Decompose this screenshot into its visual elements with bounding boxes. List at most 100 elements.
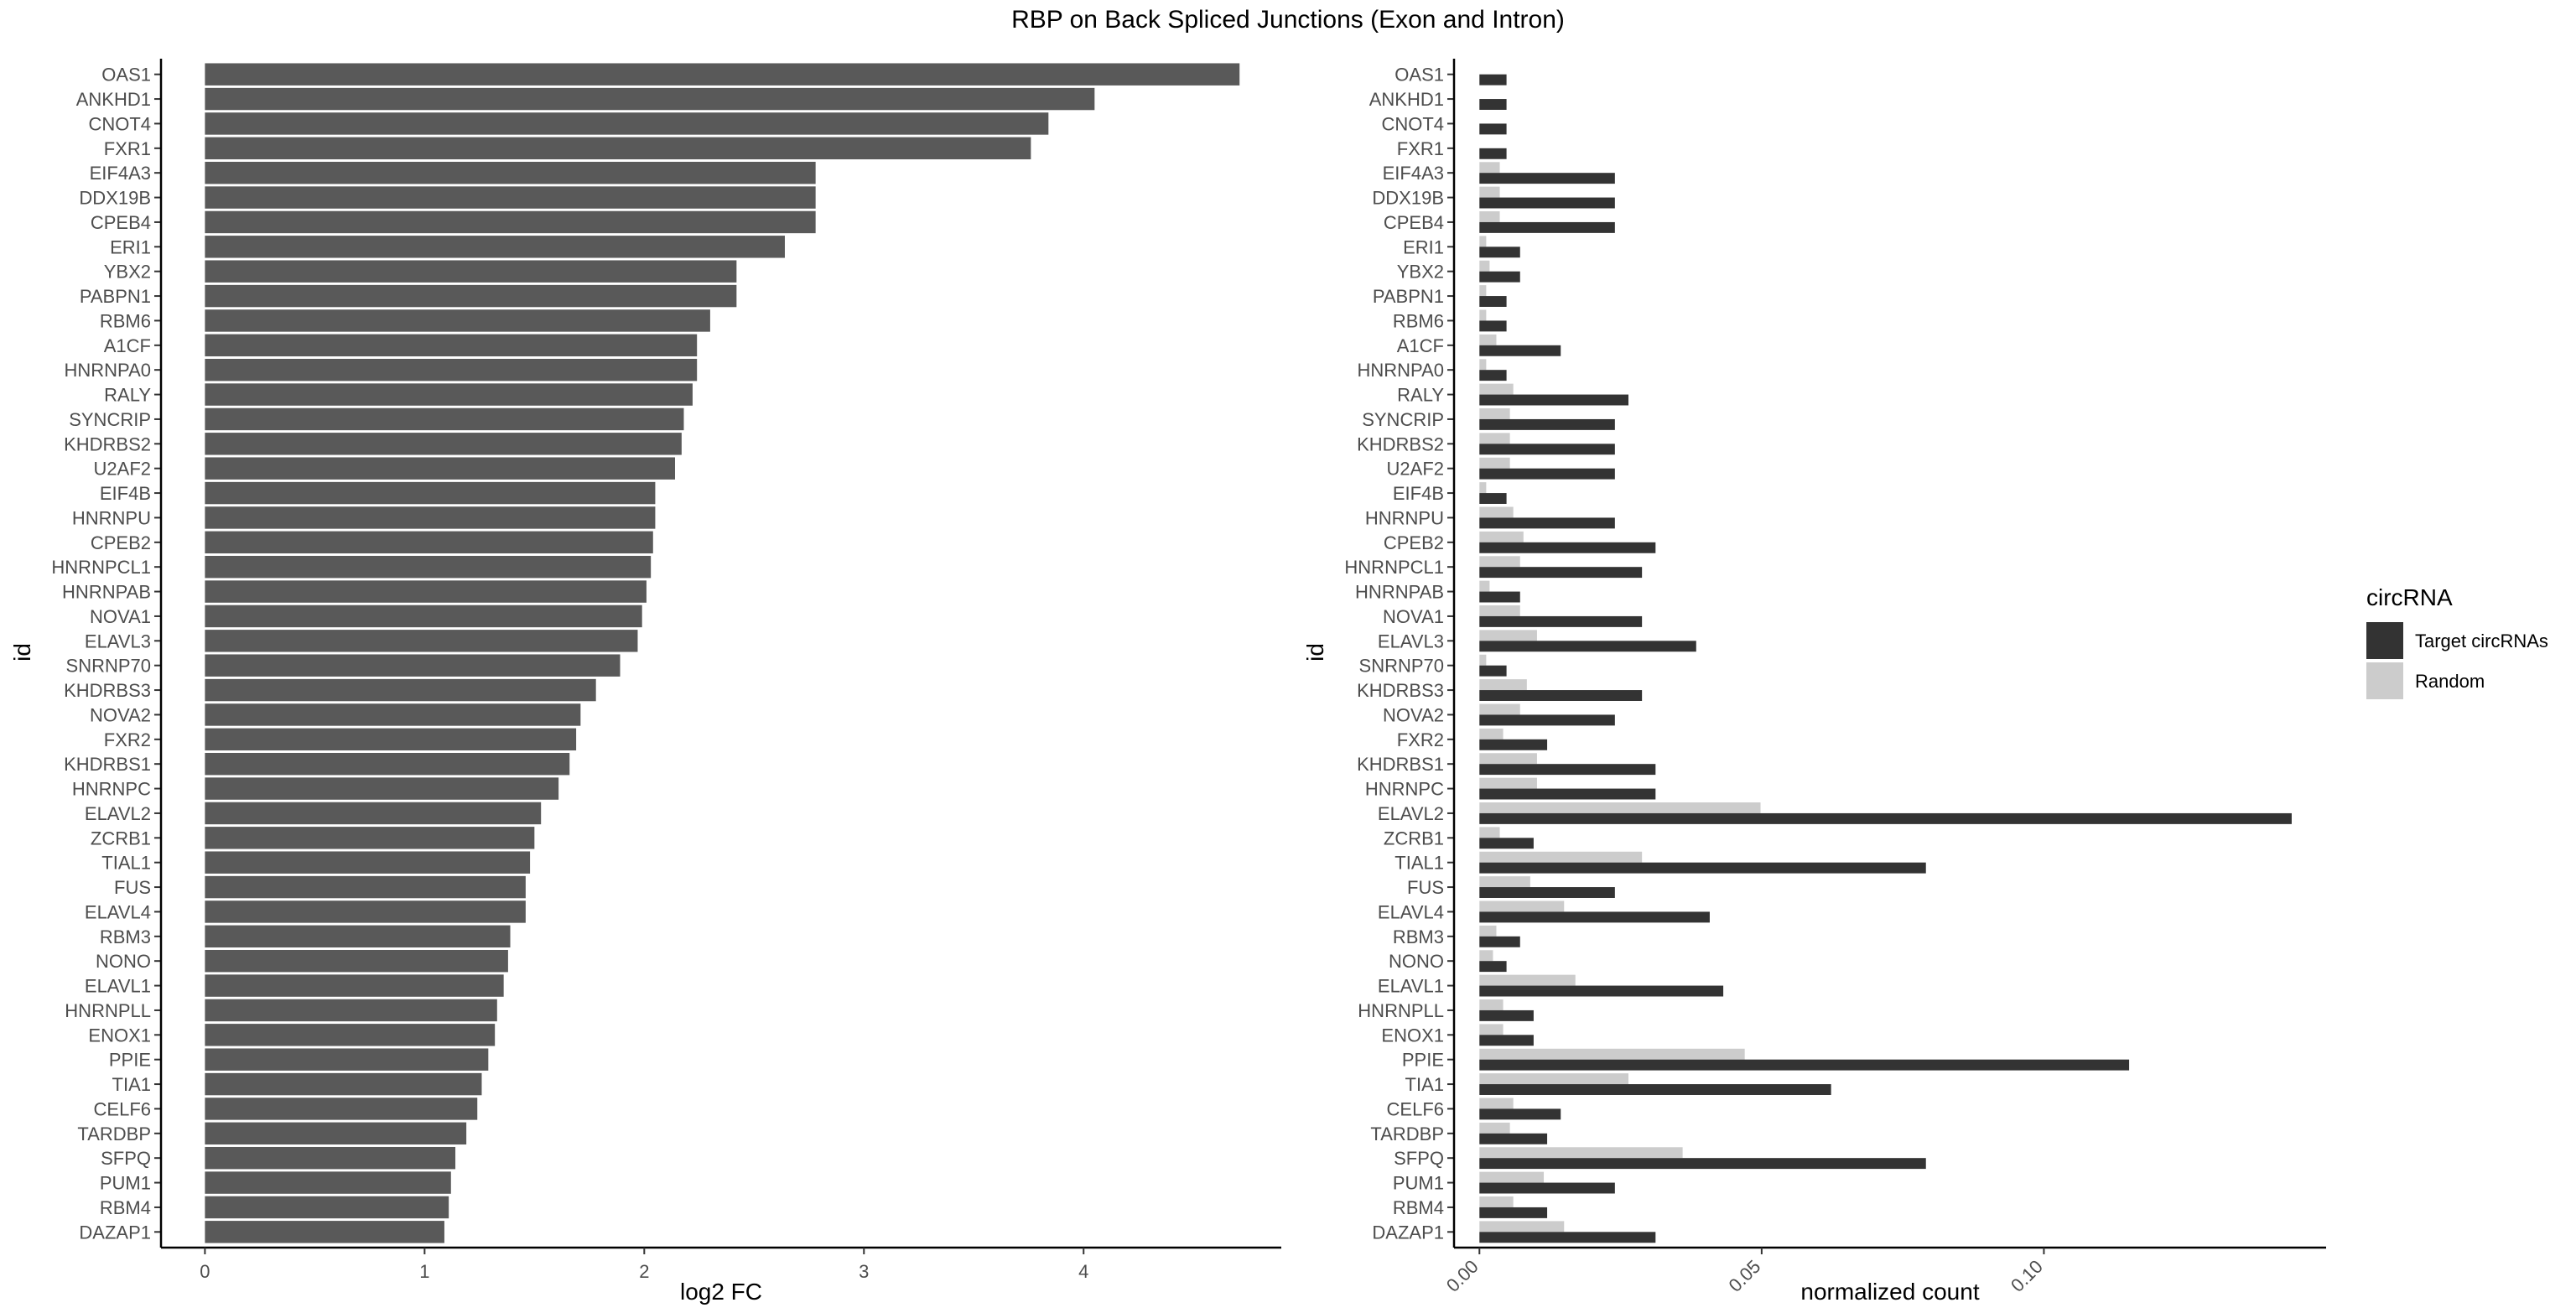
bar-target-tardbp (1479, 1133, 1548, 1144)
bar-random-enox1 (1479, 1024, 1504, 1035)
bar-elavl3 (205, 630, 638, 652)
x-tick-label: 2 (639, 1261, 649, 1282)
y-tick-label: ELAVL2 (85, 803, 151, 824)
bar-target-raly (1479, 394, 1628, 406)
x-tick-label: 4 (1078, 1261, 1088, 1282)
bar-target-snrnp70 (1479, 665, 1507, 677)
bar-target-cpeb2 (1479, 542, 1656, 553)
y-tick-label: TARDBP (1370, 1124, 1444, 1144)
y-tick-label: HNRNPA0 (64, 360, 151, 381)
y-tick-label: DAZAP1 (1372, 1222, 1444, 1243)
y-tick-label: RALY (1397, 385, 1444, 406)
bar-random-hnrnpab (1479, 580, 1490, 592)
bar-target-fxr1 (1479, 148, 1507, 159)
x-axis-title: log2 FC (680, 1279, 762, 1305)
bar-target-nova1 (1479, 615, 1643, 627)
bar-sfpq (205, 1146, 456, 1170)
y-tick-label: YBX2 (104, 262, 151, 283)
bar-target-elavl3 (1479, 641, 1696, 652)
bar-target-tia1 (1479, 1084, 1831, 1095)
bar-random-u2af2 (1479, 457, 1510, 469)
bar-target-khdrbs1 (1479, 764, 1656, 776)
bar-random-dazap1 (1479, 1221, 1565, 1233)
bar-random-cpeb2 (1479, 531, 1524, 542)
bar-target-u2af2 (1479, 468, 1615, 480)
bar-random-a1cf (1479, 334, 1497, 345)
bar-random-rbm3 (1479, 925, 1497, 937)
legend-title: circRNA (2366, 584, 2453, 610)
y-tick-label: ENOX1 (1381, 1025, 1444, 1046)
bar-target-hnrnpc (1479, 788, 1656, 800)
bar-random-tia1 (1479, 1073, 1628, 1085)
bar-random-hnrnpcl1 (1479, 556, 1520, 568)
bar-khdrbs3 (205, 678, 596, 702)
y-tick-label: KHDRBS3 (64, 680, 151, 701)
bar-target-ankhd1 (1479, 99, 1507, 110)
bar-target-celf6 (1479, 1108, 1561, 1120)
y-tick-label: HNRNPC (1365, 779, 1444, 800)
bar-hnrnpll (205, 999, 497, 1022)
bar-target-rbm6 (1479, 320, 1507, 332)
bar-random-rbm6 (1479, 309, 1487, 321)
bar-random-ppie (1479, 1048, 1745, 1060)
bar-target-fxr2 (1479, 739, 1548, 750)
bar-fxr2 (205, 728, 577, 751)
bar-random-snrnp70 (1479, 654, 1487, 666)
y-tick-label: ANKHD1 (1369, 89, 1444, 110)
bar-random-ddx19b (1479, 186, 1500, 198)
bar-random-hnrnpll (1479, 999, 1504, 1010)
y-tick-label: HNRNPCL1 (51, 557, 151, 578)
bar-random-elavl1 (1479, 974, 1576, 986)
bar-ankhd1 (205, 87, 1095, 111)
legend-label-target: Target circRNAs (2415, 631, 2548, 651)
y-tick-label: PPIE (109, 1050, 151, 1071)
bar-target-fus (1479, 887, 1615, 898)
y-tick-label: ENOX1 (88, 1025, 151, 1046)
y-tick-label: EIF4B (1393, 483, 1444, 504)
bar-zcrb1 (205, 827, 535, 849)
bar-hnrnpa0 (205, 358, 698, 381)
right-panel: OAS1 ANKHD1 CNOT4 FXR1 EIF4A3 DDX19B CPEB4 ERI1… (1302, 59, 2326, 1305)
bar-random-elavl4 (1479, 900, 1565, 912)
bar-target-nono (1479, 961, 1507, 973)
y-tick-label: FUS (1407, 877, 1444, 898)
bar-random-ybx2 (1479, 260, 1490, 272)
bar-random-fxr2 (1479, 728, 1504, 740)
bar-syncrip (205, 407, 684, 431)
bar-random-nono (1479, 950, 1493, 962)
legend: circRNA Target circRNAs Random (2366, 584, 2548, 699)
y-tick-label: ERI1 (110, 236, 151, 257)
bar-rbm4 (205, 1196, 449, 1219)
y-tick-label: ELAVL1 (85, 976, 151, 997)
y-tick-label: HNRNPC (72, 779, 151, 800)
y-tick-label: EIF4B (100, 483, 151, 504)
y-tick-label: DDX19B (1372, 188, 1444, 209)
y-tick-label: SFPQ (1394, 1148, 1444, 1169)
bar-target-hnrnpa0 (1479, 370, 1507, 381)
bar-hnrnpcl1 (205, 555, 652, 579)
x-tick-label: 0 (200, 1261, 210, 1282)
figure-title: RBP on Back Spliced Junctions (Exon and … (1011, 6, 1565, 34)
bar-pum1 (205, 1171, 451, 1194)
y-tick-label: RBM6 (1393, 310, 1444, 331)
y-tick-label: EIF4A3 (1383, 163, 1444, 184)
y-tick-label: RBM4 (100, 1197, 151, 1218)
bar-khdrbs2 (205, 433, 682, 455)
y-axis-title: id (9, 643, 35, 662)
bar-target-ybx2 (1479, 271, 1520, 283)
bar-random-elavl2 (1479, 802, 1761, 813)
bar-random-nova1 (1479, 605, 1520, 616)
bar-tardbp (205, 1122, 467, 1145)
y-tick-label: KHDRBS3 (1357, 680, 1444, 701)
y-tick-label: U2AF2 (1387, 459, 1444, 480)
bar-target-a1cf (1479, 345, 1561, 356)
bar-snrnp70 (205, 654, 621, 677)
bar-random-eri1 (1479, 236, 1487, 247)
y-tick-label: KHDRBS1 (1357, 754, 1444, 775)
y-tick-label: KHDRBS1 (64, 754, 151, 775)
y-tick-label: FXR1 (104, 138, 151, 159)
y-tick-label: TIAL1 (1394, 853, 1444, 874)
y-tick-label: RBM3 (1393, 926, 1444, 947)
y-tick-label: ERI1 (1403, 236, 1444, 257)
y-tick-label: ELAVL3 (1378, 631, 1444, 651)
